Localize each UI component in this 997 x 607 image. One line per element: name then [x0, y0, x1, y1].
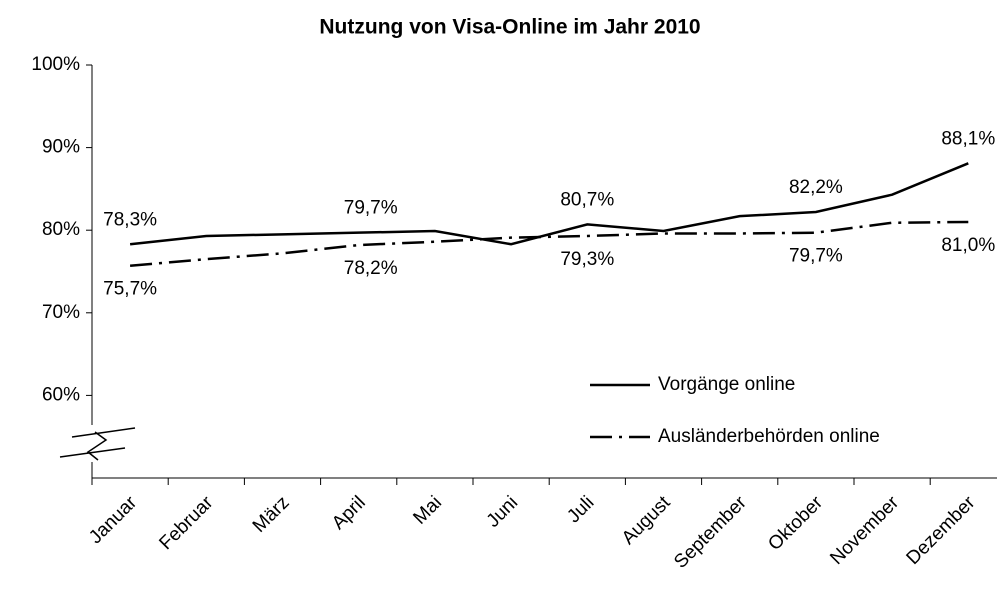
x-tick-label: Januar — [85, 492, 141, 548]
x-tick-label: Juli — [563, 492, 598, 527]
y-tick-label: 80% — [42, 219, 80, 240]
x-tick-label: November — [826, 492, 903, 569]
legend-label: Ausländerbehörden online — [658, 426, 880, 447]
data-label: 78,2% — [344, 258, 398, 279]
data-label: 81,0% — [941, 235, 995, 256]
data-label: 82,2% — [789, 177, 843, 198]
y-tick-label: 100% — [31, 54, 80, 75]
legend-label: Vorgänge online — [658, 374, 795, 395]
data-label: 88,1% — [941, 128, 995, 149]
x-tick-label: Mai — [409, 492, 446, 529]
x-tick-label: März — [249, 492, 294, 537]
x-tick-label: Februar — [155, 492, 217, 554]
data-label: 79,7% — [344, 198, 398, 219]
data-label: 79,3% — [560, 249, 614, 270]
data-label: 78,3% — [103, 209, 157, 230]
data-label: 75,7% — [103, 279, 157, 300]
x-tick-label: Dezember — [903, 492, 980, 569]
data-label: 79,7% — [789, 246, 843, 267]
x-tick-label: April — [328, 492, 370, 534]
series-line — [129, 162, 969, 246]
chart-title: Nutzung von Visa-Online im Jahr 2010 — [319, 16, 700, 39]
y-tick-label: 90% — [42, 137, 80, 158]
x-tick-label: Oktober — [764, 492, 827, 555]
y-tick-label: 60% — [42, 384, 80, 405]
series-line — [129, 220, 969, 267]
x-tick-label: August — [618, 492, 675, 549]
x-tick-label: Juni — [483, 492, 522, 531]
y-tick-label: 70% — [42, 302, 80, 323]
axis-break — [59, 427, 136, 461]
data-label: 80,7% — [560, 189, 614, 210]
x-tick-label: September — [670, 492, 751, 573]
